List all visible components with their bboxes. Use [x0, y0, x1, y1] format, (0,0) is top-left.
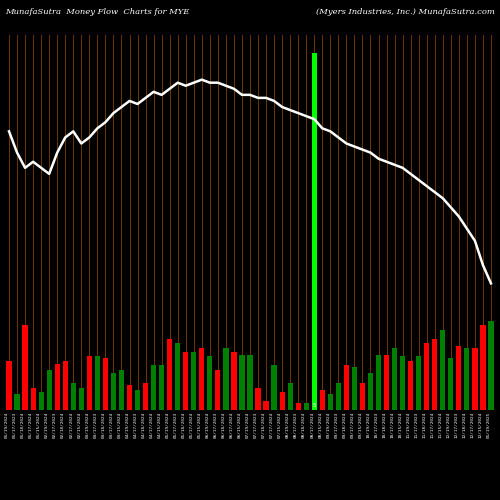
Bar — [103, 358, 108, 410]
Bar — [288, 383, 293, 410]
Bar — [296, 403, 301, 410]
Bar — [6, 361, 12, 410]
Bar — [400, 356, 405, 410]
Bar — [111, 372, 116, 410]
Bar — [216, 370, 220, 410]
Bar — [360, 383, 365, 410]
Bar — [248, 354, 252, 410]
Text: 5: 5 — [312, 403, 316, 408]
Bar — [167, 338, 172, 410]
Bar — [336, 383, 341, 410]
Bar — [352, 367, 357, 410]
Bar — [480, 325, 486, 410]
Bar — [368, 372, 373, 410]
Bar — [143, 383, 148, 410]
Bar — [432, 338, 438, 410]
Bar — [312, 53, 317, 410]
Bar — [30, 388, 36, 410]
Bar — [159, 366, 164, 410]
Bar — [384, 354, 389, 410]
Bar — [376, 354, 381, 410]
Bar — [191, 352, 196, 410]
Bar — [46, 370, 52, 410]
Bar — [70, 383, 76, 410]
Bar — [95, 356, 100, 410]
Bar — [280, 392, 284, 410]
Bar — [392, 348, 397, 410]
Bar — [424, 343, 430, 410]
Text: (Myers Industries, Inc.) MunafaSutra.com: (Myers Industries, Inc.) MunafaSutra.com — [316, 8, 495, 16]
Bar — [440, 330, 446, 410]
Bar — [272, 366, 276, 410]
Bar — [127, 385, 132, 410]
Bar — [240, 354, 244, 410]
Bar — [22, 325, 28, 410]
Bar — [151, 366, 156, 410]
Bar — [328, 394, 333, 410]
Bar — [86, 356, 92, 410]
Bar — [464, 348, 469, 410]
Text: MunafaSutra  Money Flow  Charts for MYE: MunafaSutra Money Flow Charts for MYE — [5, 8, 190, 16]
Bar — [488, 320, 494, 410]
Bar — [416, 356, 422, 410]
Bar — [119, 370, 124, 410]
Bar — [304, 403, 309, 410]
Bar — [183, 352, 188, 410]
Bar — [456, 346, 462, 410]
Bar — [199, 348, 204, 410]
Bar — [207, 356, 212, 410]
Bar — [472, 348, 478, 410]
Bar — [344, 366, 349, 410]
Bar — [135, 390, 140, 410]
Bar — [175, 343, 180, 410]
Bar — [448, 358, 454, 410]
Bar — [232, 352, 236, 410]
Bar — [224, 348, 228, 410]
Bar — [54, 364, 60, 410]
Bar — [408, 361, 414, 410]
Bar — [78, 388, 84, 410]
Bar — [256, 388, 260, 410]
Bar — [62, 361, 68, 410]
Bar — [14, 394, 20, 410]
Bar — [38, 392, 44, 410]
Bar — [320, 390, 325, 410]
Bar — [264, 401, 268, 410]
